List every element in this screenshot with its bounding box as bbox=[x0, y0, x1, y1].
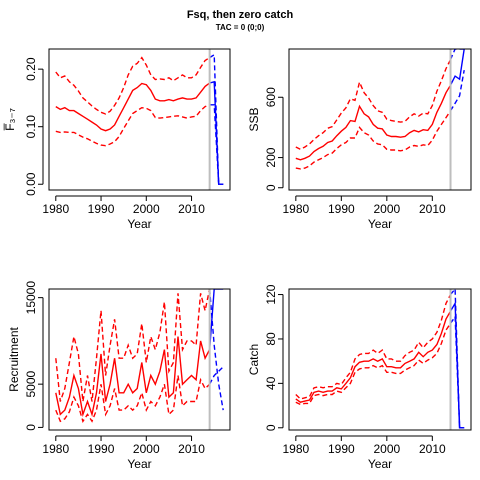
y-tick-label: 120 bbox=[264, 284, 278, 304]
chart-title: Fsq, then zero catch bbox=[186, 9, 294, 21]
x-tick-label: 2000 bbox=[373, 442, 400, 456]
series-historic-median-line bbox=[295, 310, 452, 403]
y-axis-label: Catch bbox=[247, 344, 261, 375]
series-historic-median-line bbox=[295, 84, 452, 161]
y-axis-label: F̅₃₋₇ bbox=[3, 108, 17, 131]
y-tick-label: 40 bbox=[264, 376, 278, 390]
plot-frame bbox=[48, 48, 231, 191]
panel-recruitment: 1980 1990 2000 2010 Year 0 5000 15000Recruitmen… bbox=[7, 281, 231, 471]
y-tick-label: 0.20 bbox=[24, 57, 38, 81]
y-tick-label: 0 bbox=[24, 424, 38, 431]
y-tick-label: 5000 bbox=[24, 370, 38, 397]
x-tick-label: 1980 bbox=[42, 442, 69, 456]
x-tick-label: 2010 bbox=[419, 202, 446, 216]
series-historic-upper-line bbox=[295, 59, 452, 151]
plot-frame bbox=[48, 288, 231, 431]
y-tick-label: 0.00 bbox=[24, 172, 38, 196]
series-projection-median-line bbox=[449, 49, 465, 86]
y-tick-label: 80 bbox=[264, 332, 278, 346]
plot-frame bbox=[288, 48, 472, 191]
series-historic-upper-line bbox=[295, 294, 452, 400]
series-historic-lower-line bbox=[295, 110, 452, 170]
x-tick-label: 2010 bbox=[178, 442, 205, 456]
series-projection-lower-line bbox=[449, 314, 465, 429]
y-tick-label: 200 bbox=[264, 147, 278, 167]
panel-fbar: 1980 1990 2000 2010 Year 0.00 0.10 0.20 F̅₃₋₇ bbox=[3, 48, 231, 231]
x-tick-label: 2010 bbox=[178, 202, 205, 216]
x-tick-label: 2000 bbox=[133, 442, 160, 456]
y-tick-label: 0 bbox=[264, 184, 278, 191]
x-tick-label: 1980 bbox=[282, 202, 309, 216]
y-tick-label: 15000 bbox=[24, 281, 38, 315]
x-axis-label: Year bbox=[368, 217, 392, 231]
series-projection-upper-line bbox=[209, 53, 224, 185]
x-tick-label: 1990 bbox=[328, 442, 355, 456]
x-tick-label: 1990 bbox=[328, 202, 355, 216]
series-historic-lower-line bbox=[55, 375, 211, 423]
y-tick-label: 0.10 bbox=[24, 115, 38, 139]
x-tick-label: 1980 bbox=[42, 202, 69, 216]
series-historic-upper-line bbox=[55, 56, 210, 115]
x-tick-label: 2010 bbox=[419, 442, 446, 456]
series-projection-upper-line bbox=[208, 289, 224, 411]
x-axis-label: Year bbox=[368, 457, 392, 471]
plot-frame bbox=[288, 288, 472, 431]
y-axis-label: SSB bbox=[247, 107, 261, 131]
series-projection-lower-line bbox=[209, 104, 224, 185]
y-axis-label: Recruitment bbox=[7, 326, 21, 391]
series-projection-median-line bbox=[208, 289, 224, 350]
series-projection-lower-line bbox=[449, 69, 465, 112]
x-tick-label: 1990 bbox=[88, 442, 115, 456]
series-historic-lower-line bbox=[55, 104, 210, 147]
series-projection-lower-line bbox=[208, 366, 224, 385]
panel-catch: 1980 1990 2000 2010 Year 0 40 80 120 Catch bbox=[247, 284, 472, 471]
y-tick-label: 0 bbox=[264, 424, 278, 431]
x-axis-label: Year bbox=[127, 457, 151, 471]
x-tick-label: 1990 bbox=[88, 202, 115, 216]
series-historic-upper-line bbox=[55, 289, 211, 402]
chart-subtitle: TAC = 0 (0;0) bbox=[215, 23, 265, 32]
y-tick-label: 600 bbox=[264, 87, 278, 107]
x-axis-label: Year bbox=[127, 217, 151, 231]
x-tick-label: 2000 bbox=[373, 202, 400, 216]
series-historic-median-line bbox=[55, 82, 211, 132]
series-historic-lower-line bbox=[295, 323, 452, 406]
series-historic-median-line bbox=[55, 336, 211, 418]
x-tick-label: 2000 bbox=[133, 202, 160, 216]
x-tick-label: 1980 bbox=[282, 442, 309, 456]
